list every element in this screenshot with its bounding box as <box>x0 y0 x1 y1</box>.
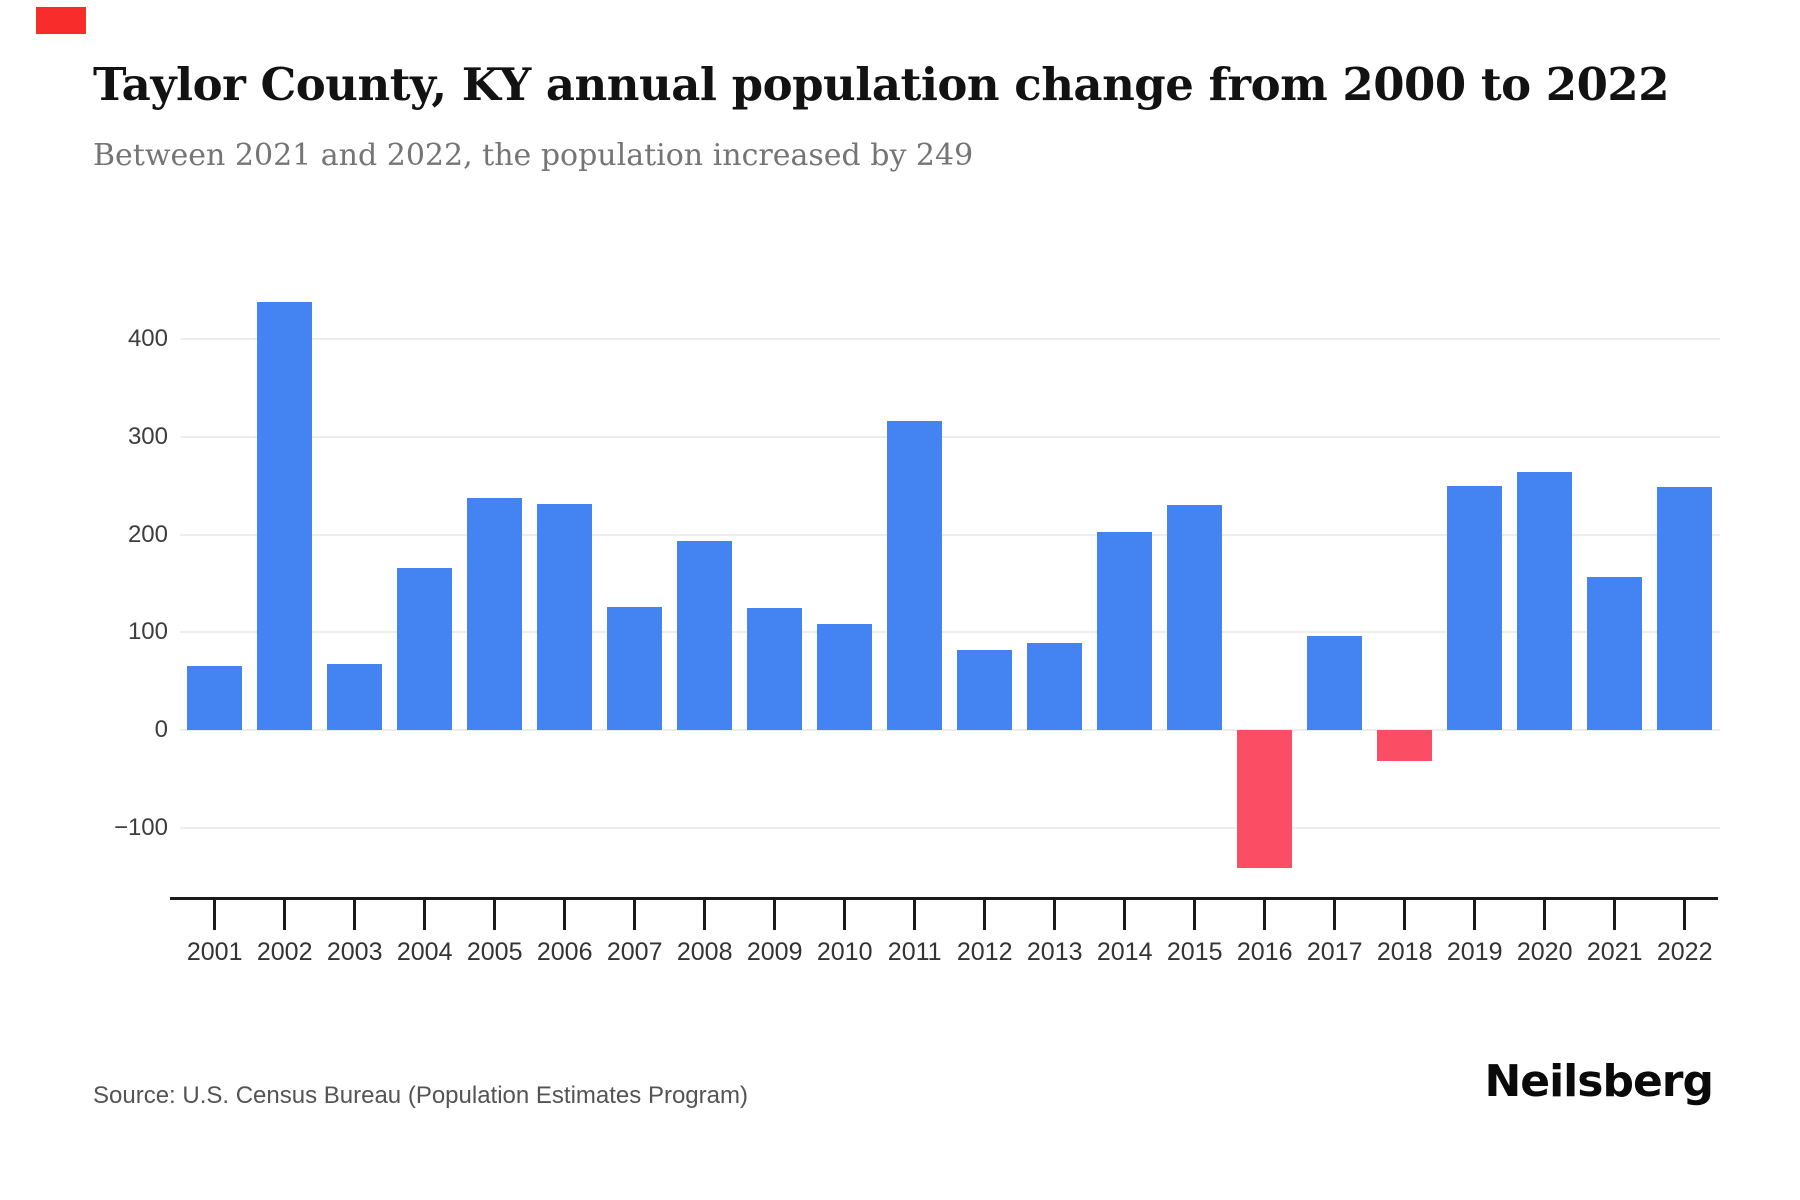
bar-2006 <box>537 504 593 730</box>
x-axis-label-2013: 2013 <box>1026 938 1083 966</box>
bar-2008 <box>677 540 733 730</box>
x-tick-2006 <box>563 897 567 930</box>
x-tick-2018 <box>1403 897 1407 930</box>
x-tick-2002 <box>283 897 287 930</box>
y-axis-label-0: 0 <box>154 716 168 743</box>
bar-2002 <box>257 302 313 730</box>
x-tick-2020 <box>1543 897 1547 930</box>
bar-2020 <box>1517 472 1573 730</box>
x-axis-label-2005: 2005 <box>466 938 523 966</box>
page-subtitle: Between 2021 and 2022, the population in… <box>93 138 974 173</box>
bar-2017 <box>1307 636 1363 730</box>
gridline-y-100 <box>180 631 1720 634</box>
bar-2018 <box>1377 730 1433 762</box>
x-axis-label-2016: 2016 <box>1236 938 1293 966</box>
x-tick-2003 <box>353 897 357 930</box>
x-axis-label-2002: 2002 <box>256 938 313 966</box>
x-axis-label-2018: 2018 <box>1376 938 1433 966</box>
x-axis-label-2009: 2009 <box>746 938 803 966</box>
bar-2013 <box>1027 643 1083 730</box>
brand-mark-red-rectangle <box>36 7 86 34</box>
x-axis-label-2003: 2003 <box>326 938 383 966</box>
x-axis-label-2017: 2017 <box>1306 938 1363 966</box>
x-tick-2022 <box>1683 897 1687 930</box>
x-axis-label-2015: 2015 <box>1166 938 1223 966</box>
x-tick-2009 <box>773 897 777 930</box>
x-axis-label-2010: 2010 <box>816 938 873 966</box>
y-axis-label-300: 300 <box>127 422 168 450</box>
x-axis-line <box>170 897 1718 900</box>
x-tick-2017 <box>1333 897 1337 930</box>
x-axis-label-2022: 2022 <box>1656 938 1713 966</box>
x-tick-2010 <box>843 897 847 930</box>
x-axis-label-2012: 2012 <box>956 938 1013 966</box>
bar-2012 <box>957 649 1013 730</box>
x-tick-2008 <box>703 897 707 930</box>
x-axis-label-2021: 2021 <box>1586 938 1643 966</box>
bar-2010 <box>817 623 873 730</box>
bar-2021 <box>1587 576 1643 730</box>
y-axis-label-400: 400 <box>127 325 168 353</box>
x-axis-label-2008: 2008 <box>676 938 733 966</box>
x-axis-label-2007: 2007 <box>606 938 663 966</box>
x-axis-label-2019: 2019 <box>1446 938 1503 966</box>
bar-2005 <box>467 498 523 730</box>
x-tick-2014 <box>1123 897 1127 930</box>
x-axis-label-2020: 2020 <box>1516 938 1573 966</box>
x-tick-2005 <box>493 897 497 930</box>
bar-2014 <box>1097 531 1153 730</box>
bar-2016 <box>1237 730 1293 868</box>
bar-2022 <box>1657 486 1713 730</box>
x-axis-label-2001: 2001 <box>186 938 243 966</box>
x-axis-label-2004: 2004 <box>396 938 453 966</box>
y-axis-label--100: −100 <box>113 813 168 841</box>
x-tick-2007 <box>633 897 637 930</box>
x-axis-label-2006: 2006 <box>536 938 593 966</box>
bar-2009 <box>747 607 803 730</box>
neilsberg-logo: Neilsberg <box>1484 1056 1714 1107</box>
x-axis-label-2011: 2011 <box>887 938 942 966</box>
gridline-y--100 <box>180 826 1720 829</box>
gridline-y-200 <box>180 533 1720 536</box>
bar-2011 <box>887 421 943 730</box>
x-tick-2021 <box>1613 897 1617 930</box>
bar-2001 <box>187 665 243 730</box>
x-tick-2015 <box>1193 897 1197 930</box>
y-axis-label-200: 200 <box>127 520 168 548</box>
y-axis-label-100: 100 <box>127 618 168 646</box>
bar-2004 <box>397 567 453 730</box>
bar-2015 <box>1167 505 1223 730</box>
x-tick-2013 <box>1053 897 1057 930</box>
x-tick-2004 <box>423 897 427 930</box>
bar-2003 <box>327 663 383 730</box>
page-title: Taylor County, KY annual population chan… <box>93 58 1670 111</box>
bar-2019 <box>1447 485 1503 730</box>
x-tick-2001 <box>213 897 217 930</box>
x-axis-label-2014: 2014 <box>1096 938 1153 966</box>
x-tick-2016 <box>1263 897 1267 930</box>
x-tick-2011 <box>913 897 917 930</box>
gridline-y-400 <box>180 338 1720 341</box>
gridline-y-0 <box>180 729 1720 731</box>
x-tick-2012 <box>983 897 987 930</box>
gridline-y-300 <box>180 435 1720 438</box>
source-note: Source: U.S. Census Bureau (Population E… <box>93 1082 748 1109</box>
bar-2007 <box>607 606 663 730</box>
x-tick-2019 <box>1473 897 1477 930</box>
